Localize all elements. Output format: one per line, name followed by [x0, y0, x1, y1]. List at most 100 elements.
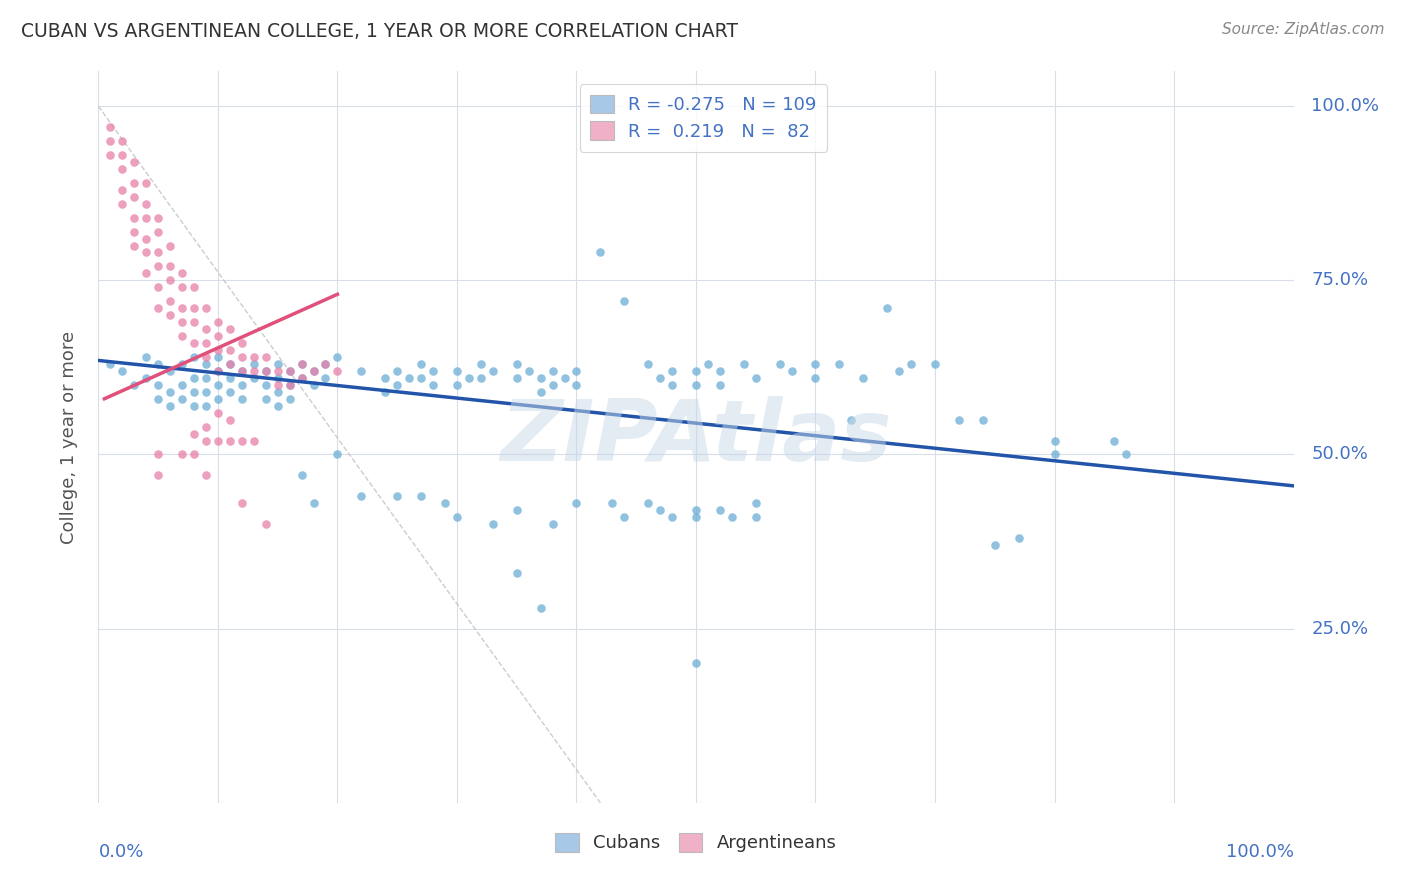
Point — [159, 294, 181, 309]
Point — [254, 364, 277, 378]
Point — [231, 364, 253, 378]
Point — [411, 371, 433, 385]
Point — [183, 384, 205, 399]
Point — [159, 399, 181, 413]
Point — [446, 510, 468, 524]
Point — [278, 377, 301, 392]
Point — [278, 364, 301, 378]
Text: 25.0%: 25.0% — [1312, 620, 1368, 638]
Point — [207, 364, 229, 378]
Point — [111, 161, 134, 176]
Point — [243, 371, 266, 385]
Point — [745, 510, 768, 524]
Point — [172, 377, 194, 392]
Point — [517, 364, 540, 378]
Point — [135, 371, 157, 385]
Point — [219, 357, 242, 371]
Point — [804, 357, 827, 371]
Point — [984, 538, 1007, 552]
Point — [267, 377, 290, 392]
Point — [828, 357, 851, 371]
Point — [481, 517, 505, 532]
Point — [243, 357, 266, 371]
Point — [159, 260, 181, 274]
Point — [254, 377, 277, 392]
Point — [685, 657, 707, 671]
Point — [661, 510, 683, 524]
Point — [278, 364, 301, 378]
Point — [315, 371, 337, 385]
Point — [172, 357, 194, 371]
Point — [195, 399, 218, 413]
Point — [195, 419, 218, 434]
Point — [434, 496, 457, 510]
Point — [565, 496, 588, 510]
Point — [530, 384, 553, 399]
Point — [172, 315, 194, 329]
Point — [565, 377, 588, 392]
Point — [159, 273, 181, 287]
Point — [207, 377, 229, 392]
Point — [183, 399, 205, 413]
Point — [243, 364, 266, 378]
Point — [267, 364, 290, 378]
Point — [243, 434, 266, 448]
Point — [841, 412, 863, 426]
Point — [589, 245, 612, 260]
Point — [195, 322, 218, 336]
Point — [721, 510, 744, 524]
Point — [889, 364, 911, 378]
Point — [350, 489, 373, 503]
Point — [148, 448, 170, 462]
Legend: Cubans, Argentineans: Cubans, Argentineans — [548, 826, 844, 860]
Point — [159, 238, 181, 252]
Point — [278, 392, 301, 406]
Point — [183, 448, 205, 462]
Point — [745, 371, 768, 385]
Point — [350, 364, 373, 378]
Point — [637, 496, 659, 510]
Point — [267, 384, 290, 399]
Point — [195, 301, 218, 316]
Point — [804, 371, 827, 385]
Point — [254, 364, 277, 378]
Point — [291, 357, 314, 371]
Point — [231, 364, 253, 378]
Point — [111, 148, 134, 162]
Point — [207, 406, 229, 420]
Point — [231, 496, 253, 510]
Point — [111, 364, 134, 378]
Point — [124, 225, 146, 239]
Point — [148, 245, 170, 260]
Point — [541, 364, 564, 378]
Point — [385, 489, 409, 503]
Point — [207, 434, 229, 448]
Point — [135, 245, 157, 260]
Point — [98, 357, 122, 371]
Point — [183, 350, 205, 364]
Point — [685, 364, 707, 378]
Point — [195, 350, 218, 364]
Point — [326, 350, 349, 364]
Point — [148, 392, 170, 406]
Point — [254, 392, 277, 406]
Point — [219, 371, 242, 385]
Point — [254, 517, 277, 532]
Point — [613, 510, 636, 524]
Point — [195, 336, 218, 351]
Point — [291, 371, 314, 385]
Point — [111, 183, 134, 197]
Point — [231, 434, 253, 448]
Text: 100.0%: 100.0% — [1226, 843, 1294, 861]
Point — [195, 434, 218, 448]
Point — [565, 364, 588, 378]
Point — [637, 357, 659, 371]
Point — [948, 412, 970, 426]
Text: CUBAN VS ARGENTINEAN COLLEGE, 1 YEAR OR MORE CORRELATION CHART: CUBAN VS ARGENTINEAN COLLEGE, 1 YEAR OR … — [21, 22, 738, 41]
Point — [207, 364, 229, 378]
Point — [183, 280, 205, 294]
Point — [172, 280, 194, 294]
Point — [148, 357, 170, 371]
Point — [1115, 448, 1137, 462]
Point — [446, 377, 468, 392]
